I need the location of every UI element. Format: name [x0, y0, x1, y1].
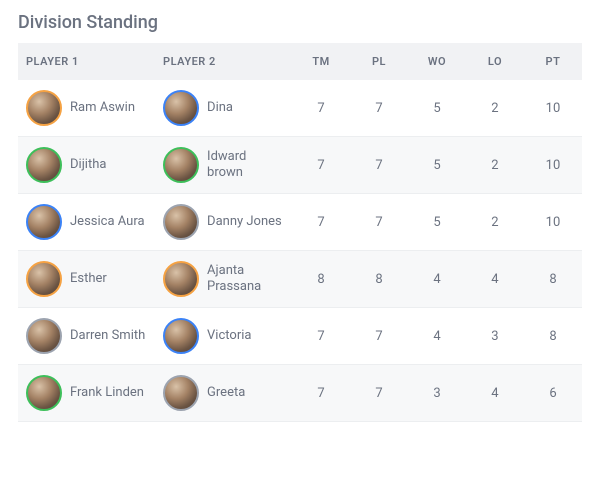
standings-table: PLAYER 1 PLAYER 2 TM PL WO LO PT Ram Asw…: [18, 43, 582, 422]
avatar: [163, 318, 199, 354]
stat-wo: 4: [408, 251, 466, 308]
player-name: Greeta: [207, 385, 245, 401]
stat-lo: 2: [466, 137, 524, 194]
player-cell: Ram Aswin: [18, 80, 155, 137]
player-cell: Victoria: [155, 308, 292, 365]
avatar: [163, 261, 199, 297]
stat-pl: 7: [350, 308, 408, 365]
player-cell: Frank Linden: [18, 365, 155, 422]
avatar: [26, 90, 62, 126]
col-player1: PLAYER 1: [18, 43, 155, 80]
stat-tm: 8: [292, 251, 350, 308]
player-name: Danny Jones: [207, 214, 282, 230]
col-tm: TM: [292, 43, 350, 80]
avatar: [26, 375, 62, 411]
table-row: DijithaIdward brown775210: [18, 137, 582, 194]
player2: Danny Jones: [163, 204, 284, 240]
player-cell: Greeta: [155, 365, 292, 422]
player-name: Jessica Aura: [70, 214, 145, 230]
player2: Ajanta Prassana: [163, 261, 284, 297]
player-cell: Darren Smith: [18, 308, 155, 365]
player2: Dina: [163, 90, 284, 126]
avatar: [26, 204, 62, 240]
player-cell: Dina: [155, 80, 292, 137]
col-pt: PT: [524, 43, 582, 80]
avatar: [26, 147, 62, 183]
col-pl: PL: [350, 43, 408, 80]
player1: Ram Aswin: [26, 90, 147, 126]
avatar: [163, 204, 199, 240]
stat-lo: 2: [466, 80, 524, 137]
player-name: Victoria: [207, 328, 251, 344]
player-cell: Jessica Aura: [18, 194, 155, 251]
stat-pl: 7: [350, 137, 408, 194]
col-lo: LO: [466, 43, 524, 80]
stat-wo: 5: [408, 80, 466, 137]
avatar: [163, 375, 199, 411]
stat-pt: 10: [524, 194, 582, 251]
stat-wo: 3: [408, 365, 466, 422]
player2: Idward brown: [163, 147, 284, 183]
stat-lo: 3: [466, 308, 524, 365]
stat-lo: 4: [466, 251, 524, 308]
player-cell: Idward brown: [155, 137, 292, 194]
player-name: Esther: [70, 271, 107, 287]
header-row: PLAYER 1 PLAYER 2 TM PL WO LO PT: [18, 43, 582, 80]
table-row: Darren SmithVictoria77438: [18, 308, 582, 365]
stat-tm: 7: [292, 194, 350, 251]
stat-pt: 10: [524, 80, 582, 137]
stat-pt: 8: [524, 251, 582, 308]
player-name: Darren Smith: [70, 328, 145, 344]
player-name: Frank Linden: [70, 385, 144, 401]
stat-pl: 7: [350, 365, 408, 422]
table-row: Jessica AuraDanny Jones775210: [18, 194, 582, 251]
player1: Jessica Aura: [26, 204, 147, 240]
player1: Dijitha: [26, 147, 147, 183]
player-name: Ajanta Prassana: [207, 263, 284, 296]
player1: Frank Linden: [26, 375, 147, 411]
player2: Victoria: [163, 318, 284, 354]
player2: Greeta: [163, 375, 284, 411]
player-name: Ram Aswin: [70, 100, 135, 116]
stat-lo: 4: [466, 365, 524, 422]
stat-tm: 7: [292, 365, 350, 422]
table-row: Frank LindenGreeta77346: [18, 365, 582, 422]
stat-pl: 7: [350, 194, 408, 251]
stat-wo: 4: [408, 308, 466, 365]
stat-tm: 7: [292, 137, 350, 194]
player-cell: Danny Jones: [155, 194, 292, 251]
table-row: Ram AswinDina775210: [18, 80, 582, 137]
col-wo: WO: [408, 43, 466, 80]
table-row: EstherAjanta Prassana88448: [18, 251, 582, 308]
stat-wo: 5: [408, 137, 466, 194]
stat-pt: 6: [524, 365, 582, 422]
stat-pl: 8: [350, 251, 408, 308]
player1: Esther: [26, 261, 147, 297]
col-player2: PLAYER 2: [155, 43, 292, 80]
stat-pt: 10: [524, 137, 582, 194]
page-title: Division Standing: [18, 12, 582, 33]
stat-tm: 7: [292, 80, 350, 137]
player-name: Idward brown: [207, 149, 284, 182]
player-name: Dina: [207, 100, 233, 116]
stat-lo: 2: [466, 194, 524, 251]
stat-pl: 7: [350, 80, 408, 137]
player-name: Dijitha: [70, 157, 106, 173]
avatar: [26, 318, 62, 354]
stat-tm: 7: [292, 308, 350, 365]
player-cell: Esther: [18, 251, 155, 308]
player-cell: Dijitha: [18, 137, 155, 194]
avatar: [26, 261, 62, 297]
avatar: [163, 147, 199, 183]
player-cell: Ajanta Prassana: [155, 251, 292, 308]
stat-pt: 8: [524, 308, 582, 365]
avatar: [163, 90, 199, 126]
player1: Darren Smith: [26, 318, 147, 354]
stat-wo: 5: [408, 194, 466, 251]
